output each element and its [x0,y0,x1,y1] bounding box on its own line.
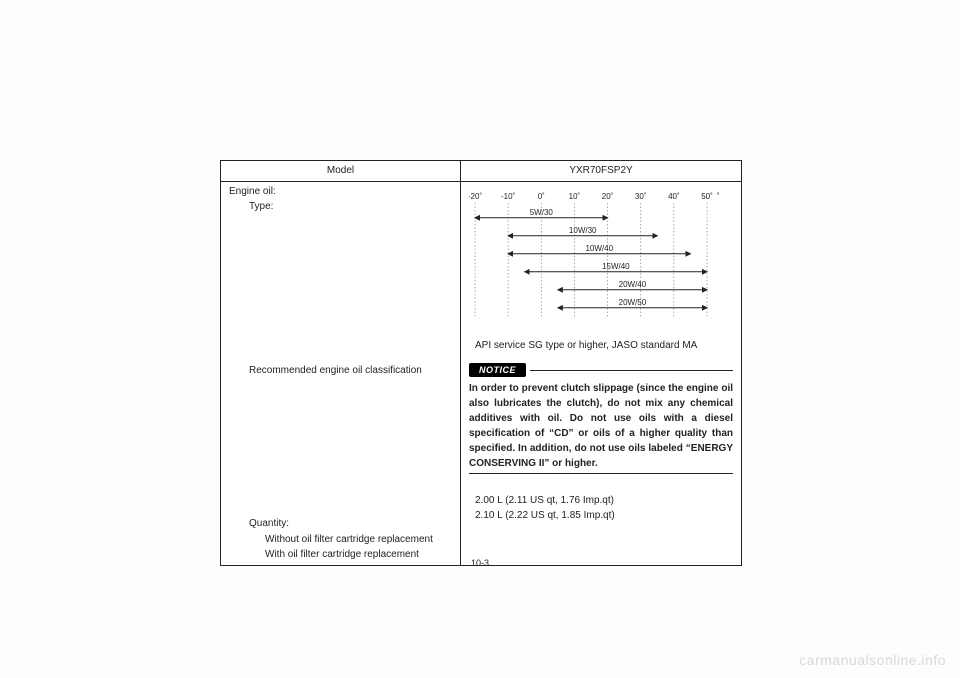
svg-text:30˚: 30˚ [635,192,647,201]
svg-text:˚C: ˚C [717,192,719,201]
qty-w-value: 2.10 L (2.22 US qt, 1.85 Imp.qt) [469,509,733,523]
svg-text:10W/40: 10W/40 [585,243,613,252]
rec-class-value: API service SG type or higher, JASO stan… [469,339,733,353]
oil-viscosity-chart: -20˚ -10˚ 0˚ 10˚ 20˚ 30˚ 40˚ 50˚ ˚C 5W/30 10W/30 1… [469,187,719,327]
svg-text:20W/40: 20W/40 [619,279,647,288]
svg-text:40˚: 40˚ [668,192,680,201]
qty-wo-value: 2.00 L (2.11 US qt, 1.76 Imp.qt) [469,494,733,508]
svg-text:50˚: 50˚ [701,192,713,201]
svg-text:20˚: 20˚ [602,192,614,201]
header-model-label: Model [221,161,461,181]
header-model-value: YXR70FSP2Y [461,161,741,181]
notice-text: In order to prevent clutch slippage (sin… [469,381,733,474]
page: Model YXR70FSP2Y Engine oil: Type: Recom… [0,0,960,678]
svg-text:5W/30: 5W/30 [530,207,554,216]
quantity-label: Quantity: [229,517,452,531]
type-label: Type: [229,200,452,214]
left-column: Engine oil: Type: Recommended engine oil… [221,182,461,565]
qty-wo-label: Without oil filter cartridge replacement [229,533,452,547]
page-number: 10-3 [0,558,960,568]
svg-text:20W/50: 20W/50 [619,297,647,306]
watermark: carmanualsonline.info [799,652,946,668]
notice-header: NOTICE [469,363,733,377]
notice-hr [530,370,733,371]
svg-text:10W/30: 10W/30 [569,225,597,234]
engine-oil-label: Engine oil: [229,185,452,199]
svg-text:-10˚: -10˚ [501,192,516,201]
svg-text:0˚: 0˚ [538,192,545,201]
svg-text:10˚: 10˚ [569,192,581,201]
notice-pill: NOTICE [469,363,526,377]
rec-class-label: Recommended engine oil classification [229,364,452,378]
table-body-row: Engine oil: Type: Recommended engine oil… [221,182,741,565]
right-column: -20˚ -10˚ 0˚ 10˚ 20˚ 30˚ 40˚ 50˚ ˚C 5W/30 10W/30 1… [461,182,741,565]
svg-text:15W/40: 15W/40 [602,261,630,270]
table-header-row: Model YXR70FSP2Y [221,161,741,182]
svg-text:-20˚: -20˚ [469,192,482,201]
spec-table: Model YXR70FSP2Y Engine oil: Type: Recom… [220,160,742,566]
